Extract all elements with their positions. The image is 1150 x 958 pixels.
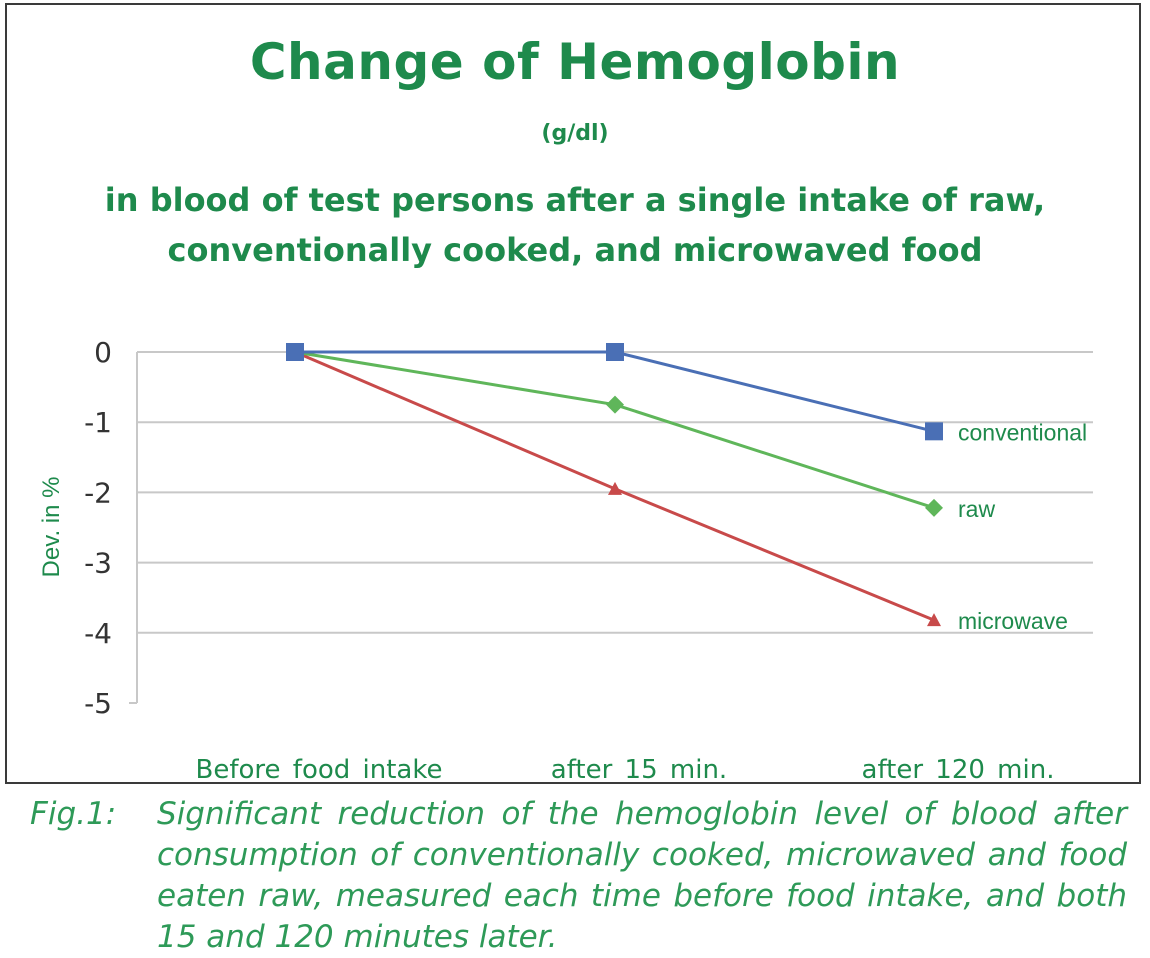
marker-conventional — [286, 343, 304, 361]
marker-microwave — [927, 613, 941, 627]
chart-frame: Change of Hemoglobin (g/dl) in blood of … — [5, 3, 1141, 784]
x-tick-label: after 120 min. — [862, 755, 1055, 785]
chart-subtitle: in blood of test persons after a single … — [7, 175, 1143, 275]
chart-unit: (g/dl) — [541, 121, 609, 146]
y-axis-label: Dev. in % — [38, 477, 65, 578]
y-tick-label: -4 — [84, 617, 112, 650]
marker-microwave — [608, 481, 622, 495]
marker-conventional — [925, 422, 943, 441]
y-tick-label: -2 — [84, 476, 112, 509]
y-tick-label: 0 — [94, 336, 112, 369]
chart-title: Change of Hemoglobin — [249, 33, 901, 91]
marker-conventional — [606, 343, 624, 361]
marker-raw — [606, 395, 624, 414]
y-tick-label: -1 — [84, 406, 112, 439]
caption-label: Fig.1: — [30, 796, 117, 832]
y-tick-label: -5 — [84, 687, 112, 720]
x-tick-label: after 15 min. — [551, 755, 727, 785]
series-label-conventional: conventional — [958, 419, 1087, 445]
subtitle-line-2: conventionally cooked, and microwaved fo… — [167, 231, 983, 269]
caption-text: Significant reduction of the hemoglobin … — [157, 796, 1127, 955]
marker-raw — [925, 498, 943, 517]
y-tick-label: -3 — [84, 547, 112, 580]
subtitle-line-1: in blood of test persons after a single … — [104, 181, 1046, 219]
series-label-microwave: microwave — [958, 608, 1068, 634]
x-tick-label: Before food intake — [196, 755, 443, 785]
series-label-raw: raw — [958, 496, 995, 522]
